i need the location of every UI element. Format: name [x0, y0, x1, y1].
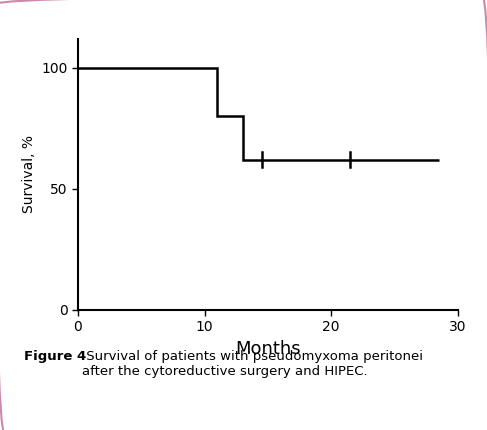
Text: Survival of patients with pseudomyxoma peritonei
after the cytoreductive surgery: Survival of patients with pseudomyxoma p…	[82, 350, 423, 378]
X-axis label: Months: Months	[235, 340, 300, 358]
Text: Figure 4: Figure 4	[24, 350, 87, 363]
Y-axis label: Survival, %: Survival, %	[21, 135, 36, 213]
